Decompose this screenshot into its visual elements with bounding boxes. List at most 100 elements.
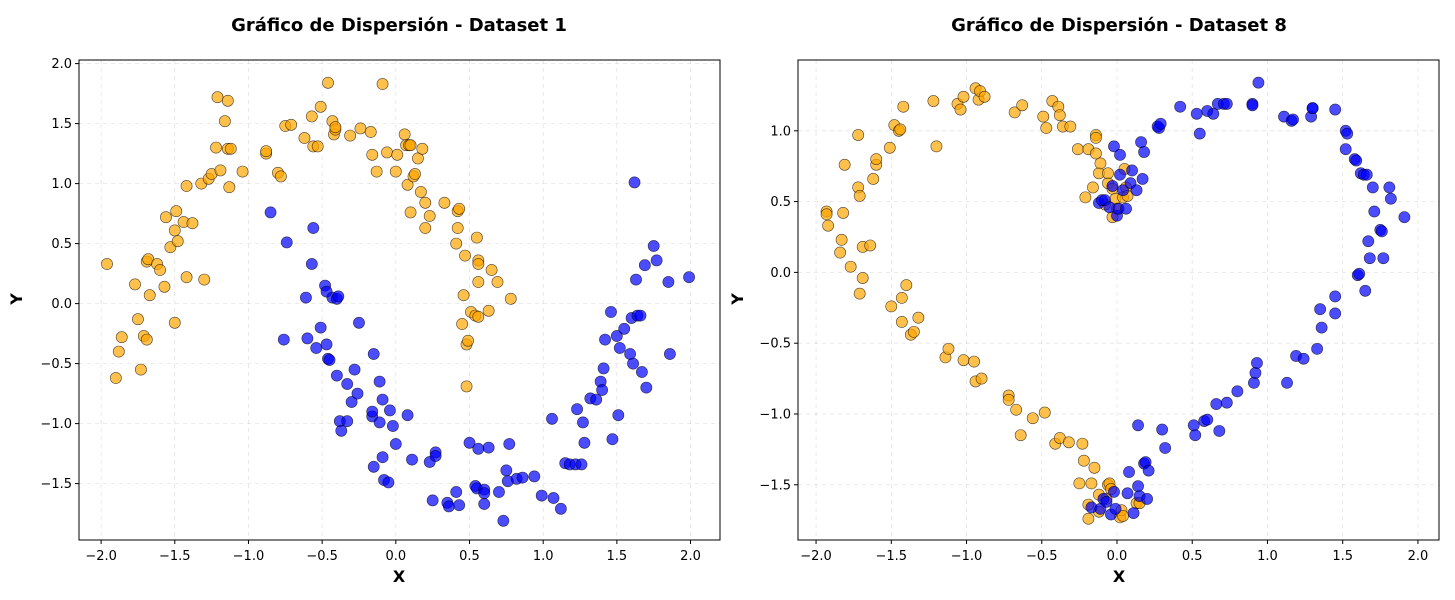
data-point bbox=[335, 424, 348, 437]
data-point bbox=[1108, 485, 1120, 498]
data-point bbox=[930, 140, 943, 153]
data-point bbox=[143, 289, 156, 302]
data-point bbox=[978, 90, 991, 103]
x-axis-label: X bbox=[393, 567, 406, 586]
data-point bbox=[285, 118, 298, 131]
data-point bbox=[451, 222, 464, 234]
data-point bbox=[599, 333, 611, 346]
series-1 bbox=[1085, 76, 1411, 521]
data-point bbox=[171, 235, 184, 248]
data-point bbox=[366, 405, 379, 418]
y-tick-label: 1.0 bbox=[770, 124, 791, 139]
data-point bbox=[1090, 147, 1102, 160]
data-point bbox=[1062, 436, 1075, 449]
y-tick-label: −1.0 bbox=[759, 407, 791, 422]
data-point bbox=[478, 487, 491, 500]
data-point bbox=[305, 110, 318, 123]
data-point bbox=[634, 309, 647, 322]
y-tick-label: 0.5 bbox=[51, 237, 72, 252]
data-point bbox=[314, 100, 327, 113]
data-point bbox=[367, 348, 380, 360]
data-point bbox=[1130, 184, 1143, 197]
data-point bbox=[491, 276, 504, 288]
y-tick-label: −1.5 bbox=[759, 478, 791, 493]
data-point bbox=[376, 451, 389, 464]
data-point bbox=[370, 165, 383, 178]
x-tick-label: −2.0 bbox=[85, 549, 117, 564]
data-point bbox=[1246, 99, 1259, 112]
data-point bbox=[134, 363, 147, 376]
data-point bbox=[463, 436, 476, 449]
data-point bbox=[1102, 167, 1114, 180]
data-point bbox=[844, 260, 857, 273]
data-point bbox=[1249, 367, 1262, 379]
data-point bbox=[1375, 225, 1388, 238]
data-point bbox=[1207, 107, 1220, 120]
data-point bbox=[1126, 164, 1138, 177]
data-point bbox=[438, 196, 451, 209]
data-point bbox=[210, 141, 222, 154]
data-point bbox=[1210, 398, 1223, 410]
data-point bbox=[382, 476, 395, 489]
data-point bbox=[1127, 507, 1140, 519]
data-point bbox=[883, 141, 896, 154]
data-point bbox=[419, 222, 432, 234]
data-point bbox=[852, 129, 865, 141]
data-point bbox=[376, 78, 389, 90]
data-point bbox=[456, 318, 469, 330]
data-point bbox=[1114, 168, 1126, 181]
data-point bbox=[351, 387, 364, 400]
data-point bbox=[975, 372, 988, 385]
data-point bbox=[1076, 437, 1089, 450]
data-point bbox=[1038, 406, 1051, 419]
data-point bbox=[470, 231, 483, 244]
x-tick-label: 0.5 bbox=[1182, 549, 1203, 564]
data-point bbox=[1087, 181, 1099, 194]
data-point bbox=[894, 123, 907, 136]
data-point bbox=[613, 342, 626, 354]
x-tick-label: −1.5 bbox=[876, 549, 908, 564]
data-point bbox=[115, 331, 128, 344]
data-point bbox=[1132, 480, 1144, 493]
data-point bbox=[414, 186, 427, 198]
data-point bbox=[401, 178, 414, 191]
data-point bbox=[1026, 412, 1039, 425]
data-point bbox=[298, 132, 311, 144]
plot-frame bbox=[797, 59, 1440, 541]
data-point bbox=[376, 393, 389, 406]
data-point bbox=[221, 94, 234, 107]
data-point bbox=[838, 158, 851, 171]
data-point bbox=[1190, 107, 1203, 120]
x-tick-label: 0.5 bbox=[459, 549, 480, 564]
y-tick-label: 1.0 bbox=[51, 177, 72, 192]
data-point bbox=[578, 436, 591, 449]
data-point bbox=[907, 325, 920, 338]
series-0 bbox=[820, 82, 1146, 525]
data-point bbox=[332, 290, 345, 303]
data-point bbox=[472, 258, 485, 270]
data-point bbox=[1114, 148, 1126, 161]
data-point bbox=[1398, 211, 1411, 224]
data-point bbox=[577, 416, 589, 429]
data-point bbox=[300, 291, 312, 304]
data-point bbox=[158, 280, 171, 293]
x-tick-label: −1.5 bbox=[159, 549, 191, 564]
x-tick-label: 2.0 bbox=[1408, 549, 1429, 564]
data-point bbox=[1368, 205, 1381, 218]
data-point bbox=[1311, 342, 1324, 355]
data-point bbox=[274, 170, 287, 183]
data-point bbox=[307, 222, 320, 234]
data-point bbox=[612, 409, 625, 422]
data-point bbox=[504, 292, 517, 305]
data-point bbox=[322, 76, 334, 89]
data-point bbox=[329, 121, 342, 134]
data-point bbox=[381, 146, 393, 159]
data-point bbox=[482, 304, 495, 317]
x-tick-label: 1.5 bbox=[607, 549, 628, 564]
data-point bbox=[1220, 396, 1233, 409]
data-point bbox=[1109, 502, 1122, 515]
data-point bbox=[1189, 429, 1202, 442]
data-point bbox=[1383, 181, 1396, 194]
data-point bbox=[1329, 307, 1342, 320]
